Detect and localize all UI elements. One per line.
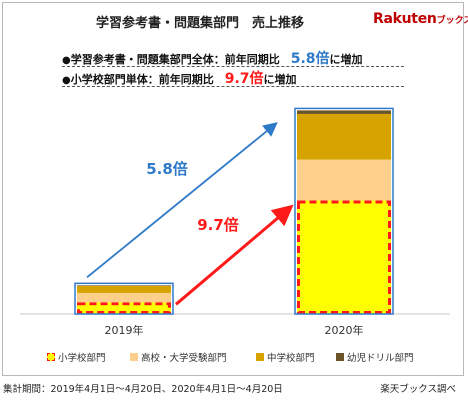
legend-label: 幼児ドリル部門 [347, 353, 414, 364]
growth-label-elementary: 9.7倍 [197, 216, 239, 234]
rakuten-books-logo: Rakutenブックス [373, 8, 468, 27]
total-outline [74, 282, 174, 315]
bar-segment [77, 285, 171, 293]
legend-swatch [47, 353, 55, 361]
x-tick-label: 2020年 [325, 323, 364, 337]
collection-period: 集計期間：2019年4月1日～4月20日、2020年4月1日～4月20日 [3, 384, 283, 395]
bar-segment [77, 292, 171, 303]
note-total-growth: ●学習参考書・問題集部門全体：前年同期比 5.8倍に増加 [62, 48, 363, 68]
elementary-highlight-outline [297, 200, 391, 314]
bar-segment [297, 200, 391, 314]
legend-label: 高校・大学受験部門 [141, 353, 227, 364]
total-outline [294, 107, 394, 315]
note-bullet: ● [62, 75, 71, 86]
note-text: 小学校部門単体：前年同期比 [70, 73, 225, 86]
note-bullet: ● [62, 55, 71, 66]
legend-item: 幼児ドリル部門 [336, 350, 414, 364]
legend-label: 中学校部門 [267, 353, 315, 364]
growth-arrow-total [86, 122, 278, 279]
legend-swatch [336, 353, 344, 361]
legend-item: 高校・大学受験部門 [130, 350, 227, 364]
bar-segment [297, 113, 391, 160]
note-divider [62, 66, 404, 67]
note-text: 学習参考書・問題集部門全体：前年同期比 [70, 53, 291, 66]
note-multiplier: 5.8倍 [290, 51, 330, 67]
note-suffix: に増加 [329, 53, 363, 66]
note-suffix: に増加 [263, 73, 297, 86]
note-divider [62, 86, 404, 87]
growth-arrow-elementary [175, 204, 294, 306]
growth-label-total: 5.8倍 [146, 160, 188, 178]
logo-wordmark: Rakuten [373, 11, 437, 27]
bar-segment [77, 302, 171, 314]
chart-frame [2, 2, 464, 376]
bar-segment [297, 110, 391, 114]
note-elementary-growth: ●小学校部門単体：前年同期比 9.7倍に増加 [62, 68, 297, 88]
chart-title: 学習参考書・問題集部門 売上推移 [95, 16, 304, 31]
bar-segment [77, 285, 171, 286]
elementary-highlight-outline [77, 302, 171, 314]
legend-swatch [130, 353, 138, 361]
legend-item: 小学校部門 [47, 350, 106, 364]
note-multiplier: 9.7倍 [224, 71, 264, 87]
data-source: 楽天ブックス調べ [380, 384, 456, 395]
bar-segment [297, 159, 391, 201]
logo-subtext: ブックス [436, 16, 468, 26]
legend-swatch [256, 353, 264, 361]
legend-label: 小学校部門 [58, 353, 106, 364]
legend-item: 中学校部門 [256, 350, 315, 364]
x-tick-label: 2019年 [105, 323, 144, 337]
